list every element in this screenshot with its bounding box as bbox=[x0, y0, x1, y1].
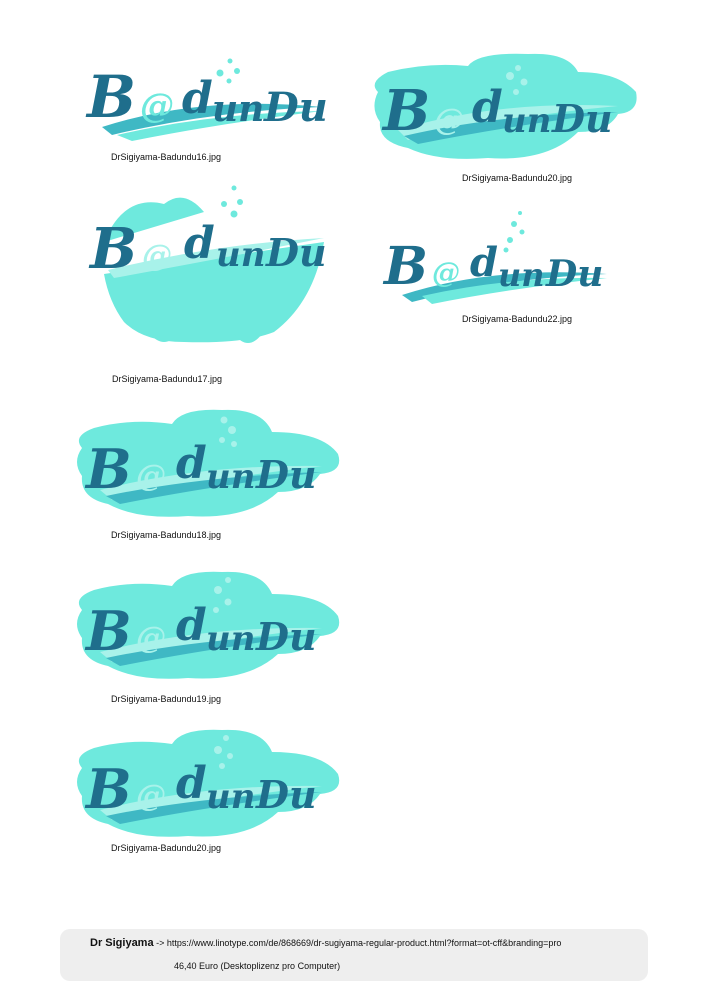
font-url-link[interactable]: https://www.linotype.com/de/868669/dr-su… bbox=[166, 938, 562, 948]
svg-text:B: B bbox=[84, 757, 132, 821]
logo-caption: DrSigiyama-Badundu17.jpg bbox=[112, 374, 223, 384]
logo-caption: DrSigiyama-Badundu18.jpg bbox=[111, 530, 222, 540]
svg-text:Du: Du bbox=[255, 452, 317, 497]
svg-text:Du: Du bbox=[265, 230, 327, 275]
logo-badundu16: B @ d un Du bbox=[82, 55, 332, 145]
svg-text:B: B bbox=[85, 63, 136, 131]
svg-text:B: B bbox=[382, 236, 428, 297]
svg-text:@: @ bbox=[142, 239, 172, 274]
font-source-line: Dr Sigiyama -> https://www.linotype.com/… bbox=[90, 937, 561, 949]
logo-caption: DrSigiyama-Badundu19.jpg bbox=[111, 694, 222, 704]
logo-caption: DrSigiyama-Badundu16.jpg bbox=[111, 152, 222, 162]
svg-text:Du: Du bbox=[551, 96, 613, 141]
svg-text:un: un bbox=[206, 619, 255, 659]
svg-text:d: d bbox=[176, 600, 207, 651]
svg-text:Du: Du bbox=[545, 253, 603, 295]
logo-badundu20-top: B @ d un Du bbox=[368, 52, 640, 164]
svg-text:B: B bbox=[381, 78, 430, 144]
arrow-text: -> bbox=[156, 938, 165, 948]
svg-text:@: @ bbox=[136, 779, 166, 814]
logo-badundu20-bottom: B @ d un Du bbox=[72, 728, 344, 840]
logo-badundu22: B @ d un Du bbox=[382, 210, 612, 305]
svg-text:un: un bbox=[498, 256, 545, 294]
svg-text:un: un bbox=[212, 88, 264, 130]
svg-text:B: B bbox=[88, 216, 137, 282]
font-name: Dr Sigiyama bbox=[90, 937, 154, 949]
svg-text:Du: Du bbox=[255, 772, 317, 817]
font-info-box: Dr Sigiyama -> https://www.linotype.com/… bbox=[60, 929, 648, 981]
logo-caption: DrSigiyama-Badundu20.jpg bbox=[111, 843, 222, 853]
svg-text:un: un bbox=[206, 457, 255, 497]
logo-badundu17: B @ d un Du bbox=[84, 182, 334, 357]
svg-text:@: @ bbox=[136, 459, 166, 494]
logo-badundu18: B @ d un Du bbox=[72, 408, 344, 520]
svg-text:B: B bbox=[84, 437, 132, 501]
svg-text:@: @ bbox=[140, 86, 174, 126]
svg-text:@: @ bbox=[434, 103, 464, 138]
svg-text:@: @ bbox=[136, 621, 166, 656]
svg-text:un: un bbox=[502, 101, 551, 141]
svg-text:d: d bbox=[182, 73, 213, 124]
svg-text:@: @ bbox=[432, 256, 460, 289]
svg-text:Du: Du bbox=[263, 84, 328, 131]
logo-caption: DrSigiyama-Badundu20.jpg bbox=[462, 173, 573, 183]
logo-badundu19: B @ d un Du bbox=[72, 570, 344, 682]
svg-text:d: d bbox=[176, 758, 207, 809]
font-price: 46,40 Euro (Desktoplizenz pro Computer) bbox=[174, 961, 341, 971]
svg-text:Du: Du bbox=[255, 614, 317, 659]
svg-text:d: d bbox=[470, 239, 498, 286]
svg-text:d: d bbox=[184, 218, 215, 269]
svg-text:un: un bbox=[206, 777, 255, 817]
svg-text:d: d bbox=[176, 438, 207, 489]
svg-text:B: B bbox=[84, 599, 132, 663]
logo-caption: DrSigiyama-Badundu22.jpg bbox=[462, 314, 573, 324]
svg-text:d: d bbox=[472, 82, 503, 133]
svg-text:un: un bbox=[216, 235, 265, 275]
